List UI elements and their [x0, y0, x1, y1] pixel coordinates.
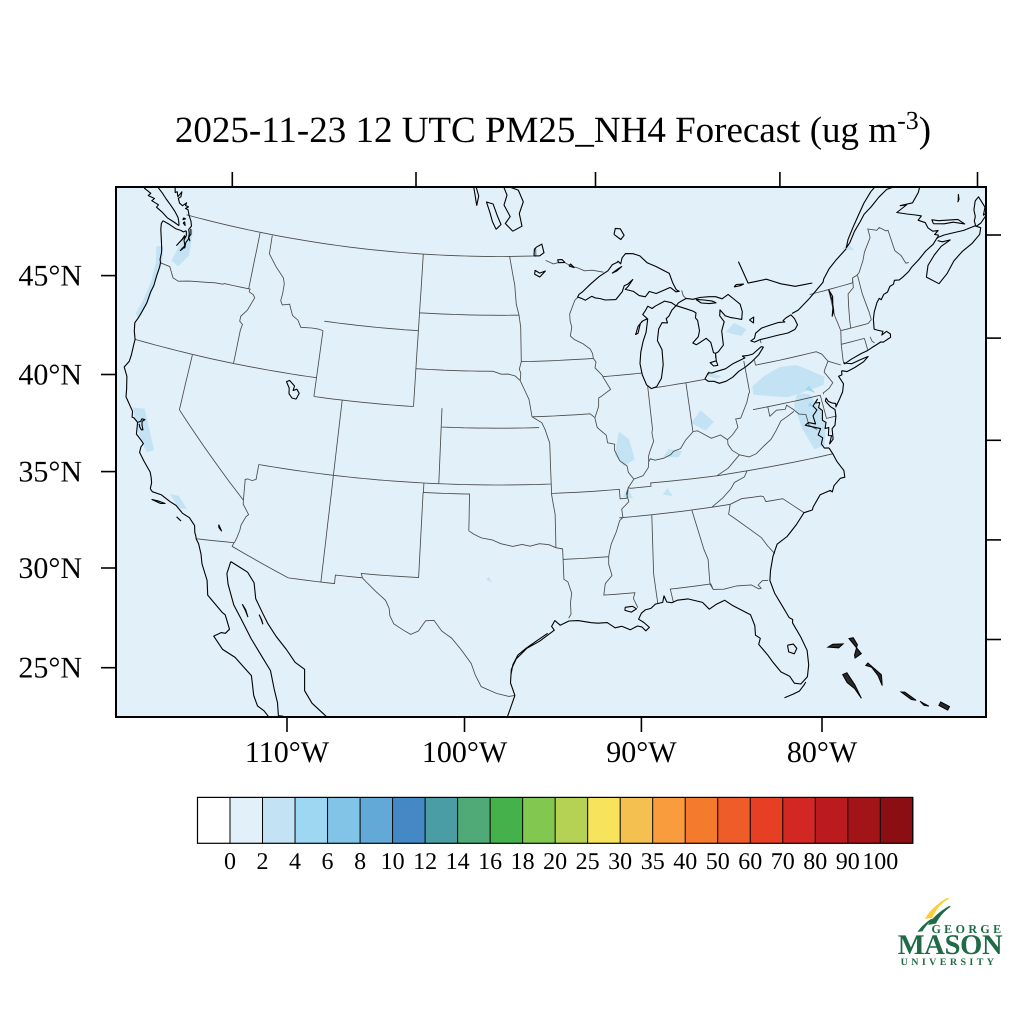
- svg-text:2: 2: [257, 849, 269, 875]
- svg-text:4: 4: [289, 849, 301, 875]
- svg-text:80: 80: [803, 849, 827, 875]
- svg-text:25°N: 25°N: [18, 652, 82, 685]
- svg-text:35°N: 35°N: [18, 456, 82, 489]
- svg-text:UNIVERSITY: UNIVERSITY: [901, 957, 998, 968]
- svg-text:10: 10: [381, 849, 405, 875]
- svg-text:90°W: 90°W: [606, 736, 677, 769]
- svg-text:40°N: 40°N: [18, 359, 82, 392]
- svg-text:35: 35: [641, 849, 665, 875]
- svg-text:12: 12: [413, 849, 437, 875]
- svg-text:45°N: 45°N: [18, 260, 82, 293]
- svg-text:50: 50: [706, 849, 730, 875]
- svg-text:110°W: 110°W: [245, 736, 330, 769]
- svg-text:14: 14: [446, 849, 470, 875]
- svg-text:20: 20: [543, 849, 567, 875]
- svg-text:60: 60: [738, 849, 762, 875]
- svg-text:30: 30: [608, 849, 632, 875]
- svg-text:GEORGE: GEORGE: [931, 922, 1004, 936]
- svg-text:18: 18: [511, 849, 535, 875]
- svg-text:8: 8: [354, 849, 366, 875]
- svg-text:30°N: 30°N: [18, 552, 82, 585]
- svg-text:100°W: 100°W: [422, 736, 508, 769]
- svg-text:70: 70: [771, 849, 795, 875]
- svg-text:90: 90: [836, 849, 860, 875]
- svg-text:6: 6: [322, 849, 334, 875]
- svg-text:0: 0: [224, 849, 236, 875]
- svg-text:80°W: 80°W: [787, 736, 858, 769]
- svg-text:MASON: MASON: [898, 930, 1003, 961]
- svg-text:16: 16: [478, 849, 502, 875]
- svg-text:2025-11-23 12 UTC PM25_NH4 For: 2025-11-23 12 UTC PM25_NH4 Forecast (ug …: [175, 106, 931, 151]
- svg-text:100: 100: [862, 849, 898, 875]
- svg-text:25: 25: [576, 849, 600, 875]
- svg-text:40: 40: [673, 849, 697, 875]
